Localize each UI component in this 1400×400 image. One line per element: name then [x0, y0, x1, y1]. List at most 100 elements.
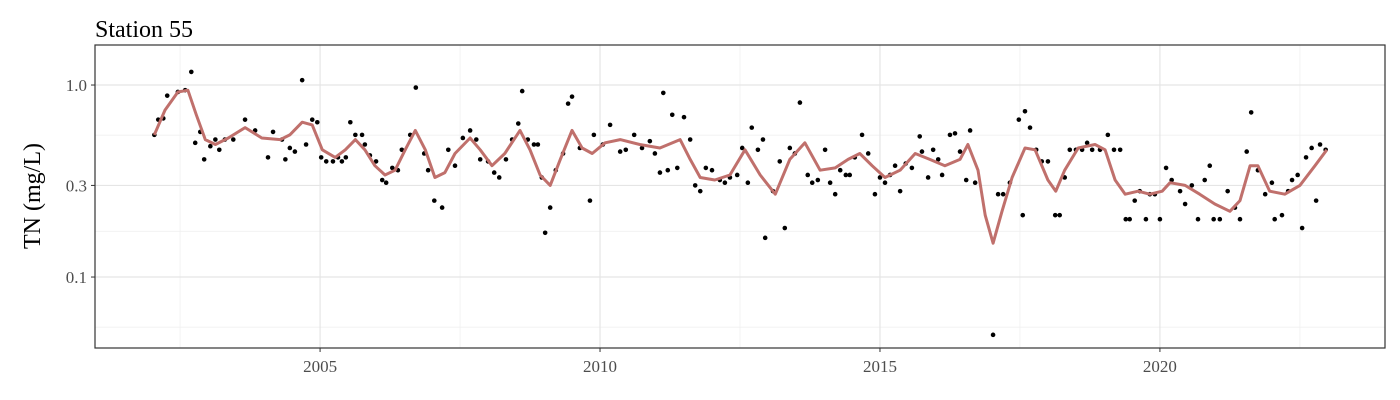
point: [925, 175, 931, 180]
point: [339, 159, 345, 164]
y-axis-label: TN (mg/L): [20, 143, 46, 249]
point: [762, 235, 768, 241]
point: [722, 180, 728, 185]
point: [591, 132, 597, 138]
point: [1289, 177, 1295, 183]
point: [299, 77, 305, 83]
point: [967, 128, 973, 133]
point: [797, 100, 803, 105]
point: [491, 170, 497, 175]
point: [439, 205, 445, 210]
point: [1084, 140, 1090, 146]
point: [265, 155, 271, 160]
point: [1262, 191, 1268, 197]
point: [359, 132, 365, 138]
point: [892, 163, 898, 169]
panel-border: [94, 44, 1386, 349]
point: [809, 180, 815, 185]
point: [348, 119, 353, 125]
point: [1248, 110, 1254, 115]
point: [318, 155, 324, 160]
point: [865, 151, 871, 156]
marks: [152, 69, 1329, 338]
grid: 1.0 0.3 0.1 2005 2010 2015 2020: [66, 45, 1385, 376]
point: [657, 170, 663, 175]
point: [496, 175, 502, 180]
point: [1202, 177, 1208, 183]
point: [379, 177, 385, 183]
point: [1272, 216, 1278, 222]
point: [1177, 188, 1183, 194]
point: [692, 183, 698, 188]
point: [777, 159, 783, 164]
point: [1132, 198, 1138, 203]
point: [674, 165, 680, 171]
point: [1211, 216, 1216, 222]
point: [569, 94, 575, 99]
point: [843, 172, 849, 178]
point: [1057, 212, 1063, 218]
point: [755, 147, 761, 153]
point: [1169, 177, 1174, 183]
y-tick-label: 0.1: [66, 268, 87, 287]
point: [452, 163, 458, 169]
point: [1157, 216, 1163, 222]
point: [617, 149, 623, 154]
point: [587, 198, 593, 203]
point: [1089, 147, 1095, 153]
point: [189, 69, 194, 75]
point: [859, 132, 865, 138]
point: [952, 131, 958, 136]
point: [697, 188, 703, 194]
point: [390, 165, 395, 171]
point: [669, 112, 675, 118]
point: [1127, 216, 1132, 222]
point: [872, 191, 878, 197]
point: [473, 137, 479, 142]
point: [1105, 132, 1111, 138]
point: [1195, 216, 1201, 222]
point: [353, 132, 358, 138]
point: [515, 121, 521, 126]
point: [309, 117, 315, 122]
point: [1269, 180, 1275, 185]
point: [1020, 212, 1026, 218]
point: [827, 180, 833, 185]
point: [631, 132, 637, 138]
point: [1000, 191, 1006, 197]
point: [230, 137, 236, 142]
point: [192, 140, 198, 146]
point: [1189, 183, 1195, 188]
point: [647, 138, 653, 144]
point: [208, 143, 213, 149]
point: [745, 180, 751, 185]
point: [782, 225, 788, 231]
point: [1163, 165, 1169, 171]
point: [565, 101, 571, 106]
point: [1117, 147, 1123, 153]
point: [749, 125, 755, 130]
point: [607, 122, 613, 128]
point: [383, 180, 389, 185]
point: [847, 172, 853, 178]
point: [362, 142, 368, 147]
point: [919, 149, 925, 154]
point: [709, 167, 715, 173]
point: [787, 145, 793, 151]
point: [270, 129, 276, 135]
point: [287, 145, 293, 151]
point: [623, 147, 629, 153]
point: [477, 157, 483, 162]
point: [547, 205, 553, 210]
point: [909, 165, 915, 171]
point: [882, 180, 888, 185]
point: [897, 188, 903, 194]
x-tick-label: 2015: [863, 357, 897, 376]
point: [703, 165, 709, 171]
point: [660, 90, 666, 96]
point: [283, 157, 288, 162]
point: [935, 157, 941, 162]
point: [832, 191, 838, 197]
point: [323, 159, 329, 164]
